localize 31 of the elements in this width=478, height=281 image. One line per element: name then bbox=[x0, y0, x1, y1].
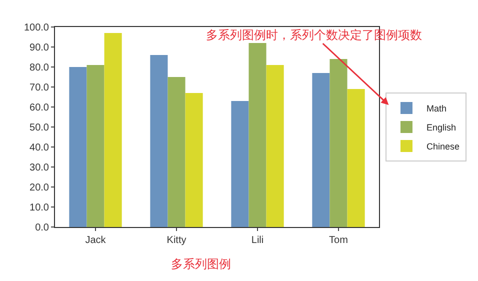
x-tick-label: Jack bbox=[85, 235, 107, 246]
y-tick-label: 30.0 bbox=[30, 162, 50, 174]
bar bbox=[266, 65, 284, 227]
y-tick-label: 50.0 bbox=[30, 122, 50, 134]
bar bbox=[185, 93, 203, 227]
y-tick-label: 90.0 bbox=[30, 42, 50, 54]
legend-label: English bbox=[426, 122, 456, 133]
y-tick-label: 20.0 bbox=[30, 182, 50, 194]
text: 多系列图例 bbox=[171, 257, 231, 271]
bar bbox=[248, 43, 266, 227]
legend-label: Chinese bbox=[426, 142, 460, 152]
bar bbox=[231, 101, 249, 227]
legend-label: Math bbox=[426, 104, 446, 114]
y-tick-label: 100.0 bbox=[24, 22, 50, 34]
y-tick-label: 40.0 bbox=[30, 142, 50, 154]
bar bbox=[330, 59, 348, 227]
x-tick-label: Lili bbox=[251, 235, 264, 246]
y-tick-label: 0.0 bbox=[35, 222, 50, 234]
bar bbox=[104, 33, 122, 227]
y-tick-label: 60.0 bbox=[30, 102, 50, 114]
bar bbox=[312, 73, 330, 227]
y-tick-label: 70.0 bbox=[30, 82, 50, 94]
bar bbox=[168, 77, 186, 227]
x-tick-label: Tom bbox=[329, 235, 348, 246]
bar bbox=[86, 65, 104, 227]
y-tick-label: 10.0 bbox=[30, 202, 50, 214]
x-tick-label: Kitty bbox=[166, 235, 186, 246]
bar bbox=[347, 89, 365, 227]
y-tick-label: 80.0 bbox=[30, 62, 50, 74]
bar bbox=[150, 55, 168, 227]
bar bbox=[69, 67, 87, 227]
